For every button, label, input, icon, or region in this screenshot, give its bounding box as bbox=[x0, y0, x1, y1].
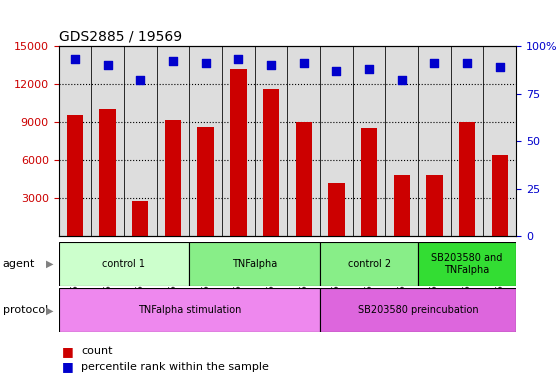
Text: ■: ■ bbox=[61, 360, 73, 373]
Bar bbox=[426, 175, 442, 236]
Point bbox=[70, 56, 79, 63]
Bar bbox=[165, 119, 181, 236]
Text: control 2: control 2 bbox=[348, 259, 391, 269]
Text: agent: agent bbox=[3, 259, 35, 269]
Text: TNFalpha stimulation: TNFalpha stimulation bbox=[138, 305, 241, 315]
Bar bbox=[320, 46, 353, 236]
Text: SB203580 preincubation: SB203580 preincubation bbox=[358, 305, 478, 315]
Point bbox=[299, 60, 308, 66]
Point bbox=[103, 62, 112, 68]
Bar bbox=[492, 155, 508, 236]
Bar bbox=[296, 122, 312, 236]
Text: ■: ■ bbox=[61, 345, 73, 358]
Point bbox=[496, 64, 504, 70]
Bar bbox=[198, 127, 214, 236]
Point bbox=[397, 77, 406, 83]
Bar bbox=[320, 288, 516, 332]
Bar bbox=[328, 183, 345, 236]
Bar bbox=[483, 46, 516, 236]
Bar bbox=[92, 46, 124, 236]
Bar bbox=[59, 46, 92, 236]
Bar bbox=[287, 46, 320, 236]
Text: ▶: ▶ bbox=[46, 305, 53, 315]
Bar bbox=[418, 46, 451, 236]
Text: control 1: control 1 bbox=[103, 259, 146, 269]
Bar bbox=[451, 46, 483, 236]
Text: percentile rank within the sample: percentile rank within the sample bbox=[81, 362, 269, 372]
Text: count: count bbox=[81, 346, 112, 356]
Text: GDS2885 / 19569: GDS2885 / 19569 bbox=[59, 30, 182, 43]
Bar bbox=[99, 109, 116, 236]
Text: ▶: ▶ bbox=[46, 259, 53, 269]
Text: SB203580 and
TNFalpha: SB203580 and TNFalpha bbox=[431, 253, 503, 275]
Point bbox=[136, 77, 145, 83]
Bar bbox=[386, 46, 418, 236]
Bar bbox=[263, 89, 279, 236]
Bar bbox=[230, 69, 247, 236]
Point bbox=[234, 56, 243, 63]
Point bbox=[430, 60, 439, 66]
Bar bbox=[353, 46, 386, 236]
Text: TNFalpha: TNFalpha bbox=[232, 259, 277, 269]
Bar bbox=[132, 201, 148, 236]
Point bbox=[332, 68, 341, 74]
Bar bbox=[222, 46, 254, 236]
Bar bbox=[418, 242, 516, 286]
Point bbox=[364, 66, 373, 72]
Bar bbox=[459, 122, 475, 236]
Bar bbox=[393, 175, 410, 236]
Point bbox=[267, 62, 276, 68]
Bar bbox=[189, 242, 320, 286]
Bar bbox=[59, 288, 320, 332]
Point bbox=[201, 60, 210, 66]
Bar bbox=[59, 242, 189, 286]
Point bbox=[463, 60, 472, 66]
Point bbox=[169, 58, 177, 65]
Bar bbox=[124, 46, 157, 236]
Bar bbox=[157, 46, 189, 236]
Bar bbox=[320, 242, 418, 286]
Bar bbox=[189, 46, 222, 236]
Bar bbox=[254, 46, 287, 236]
Text: protocol: protocol bbox=[3, 305, 48, 315]
Bar bbox=[361, 128, 377, 236]
Bar bbox=[67, 114, 83, 236]
